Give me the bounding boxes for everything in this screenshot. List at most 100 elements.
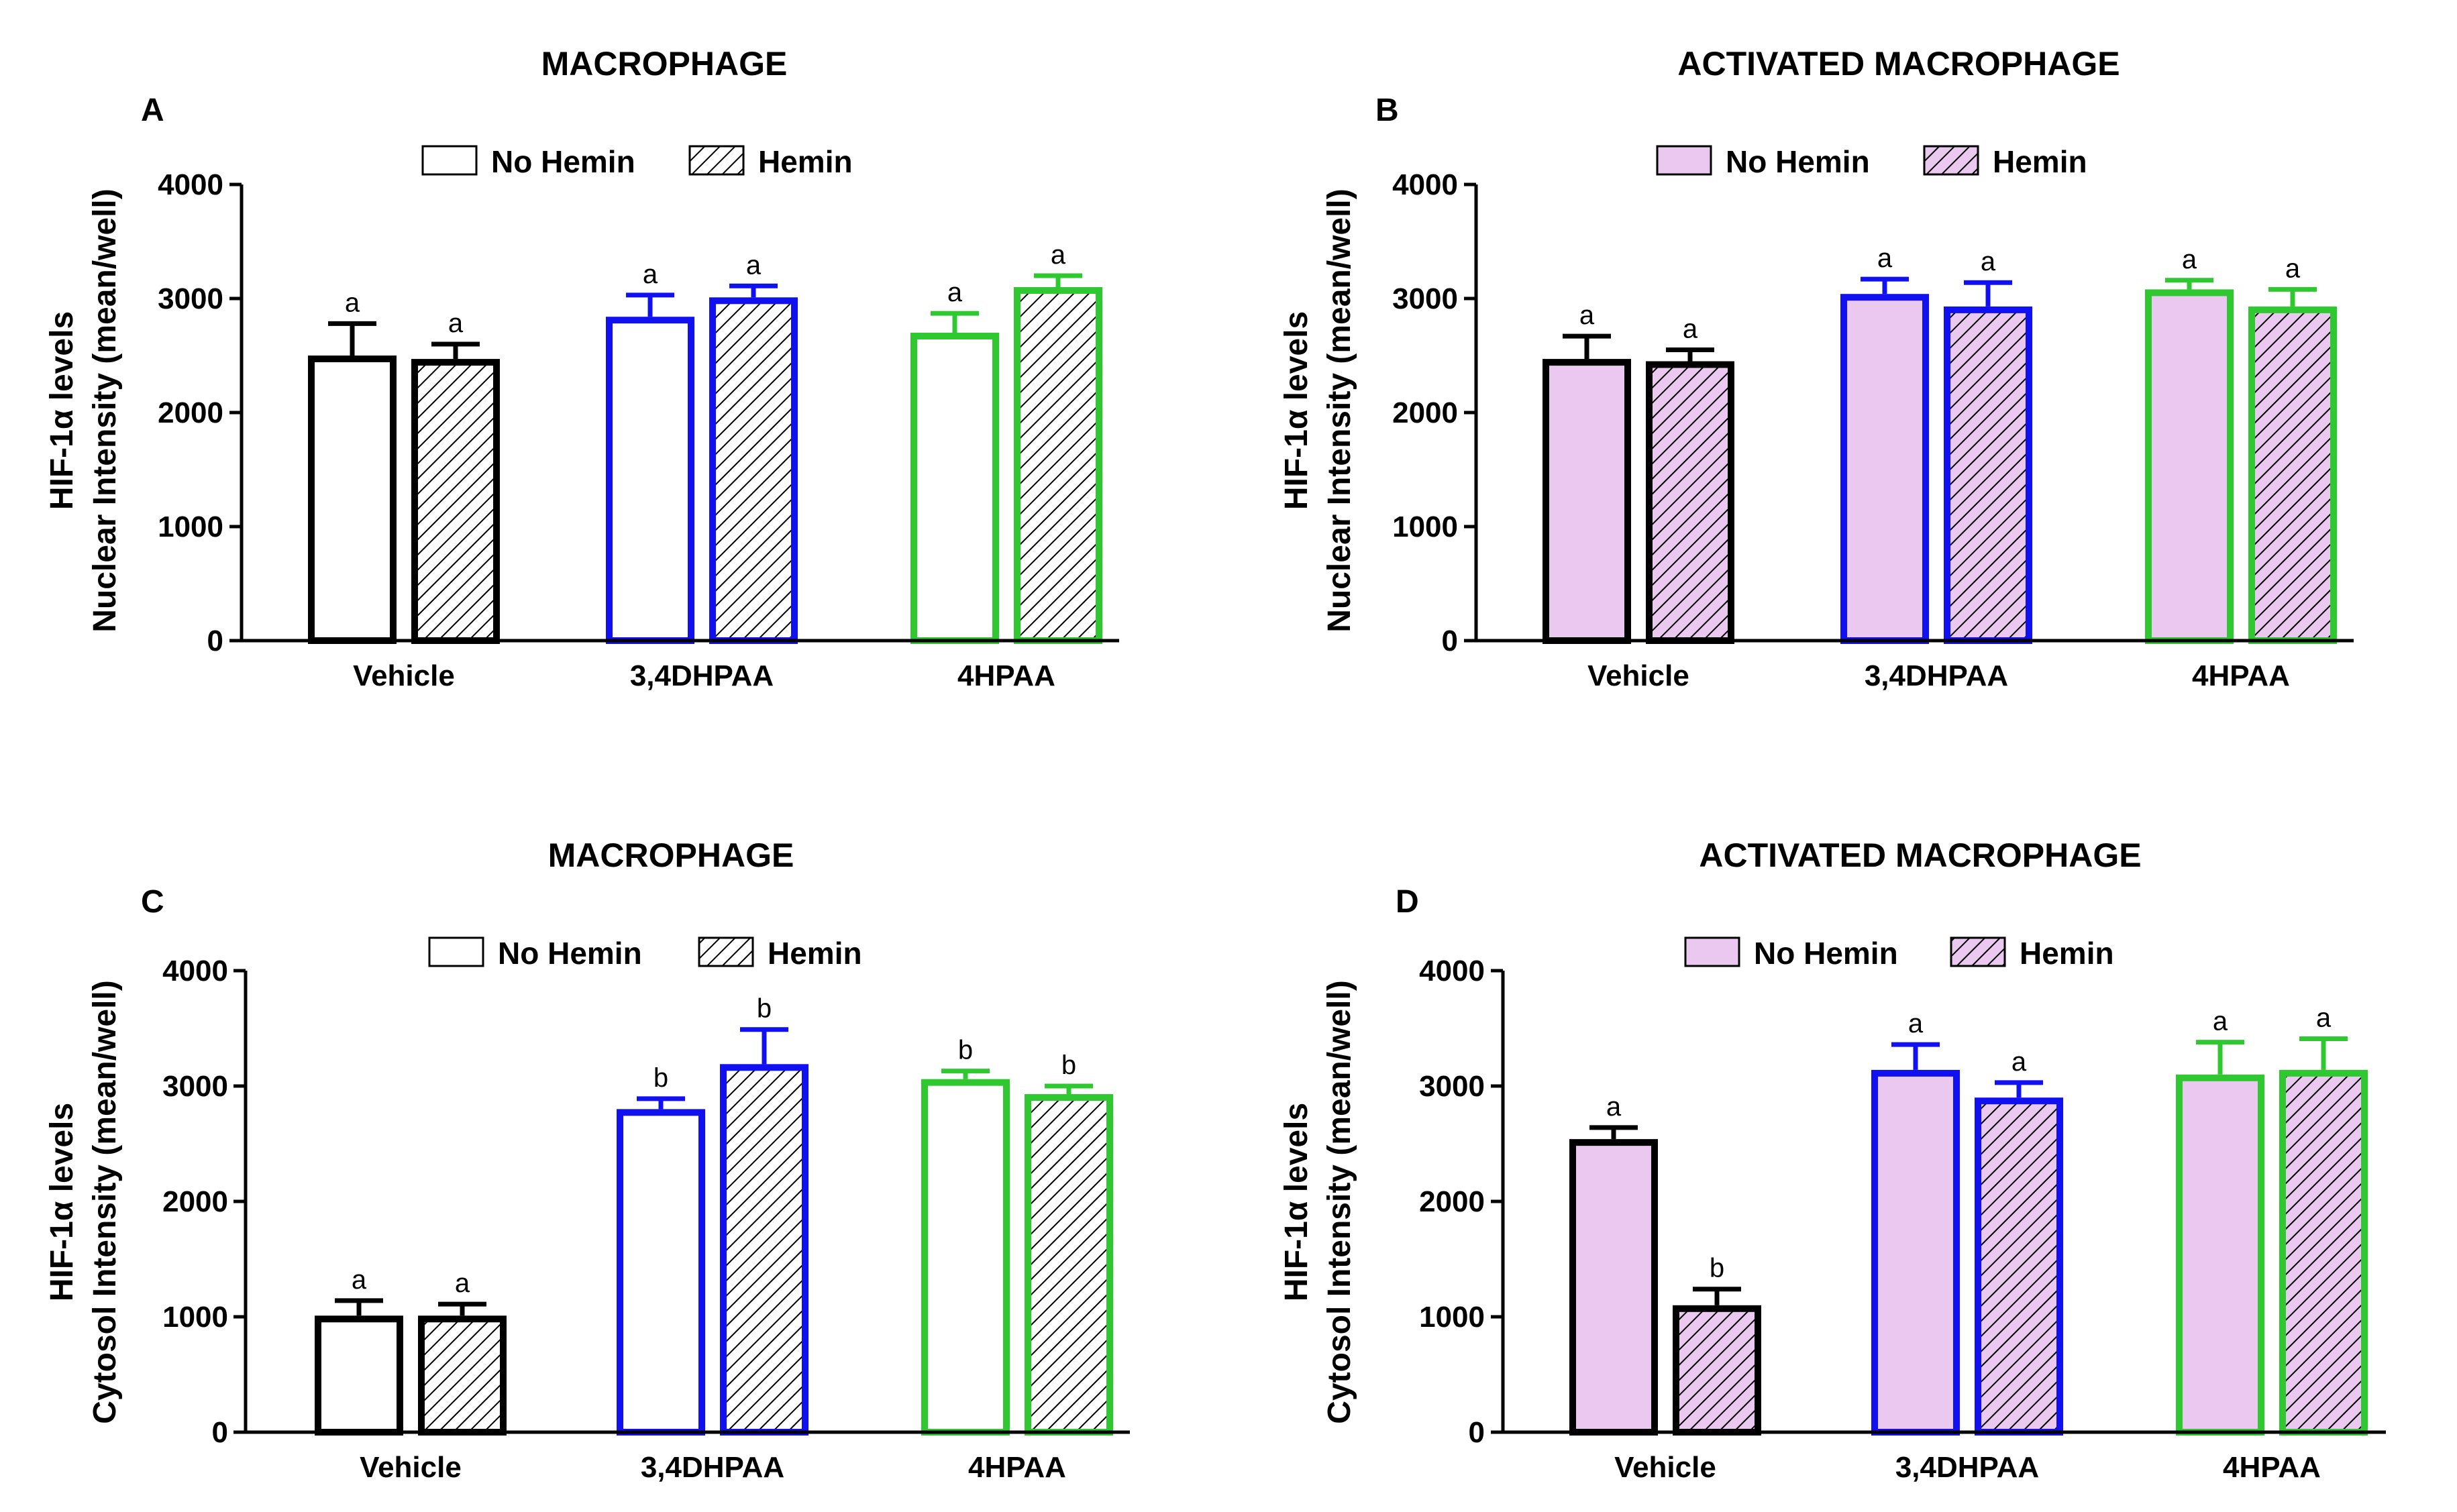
significance-label: a: [2011, 1047, 2027, 1077]
y-axis-ticks: 0 1000 2000 3000 4000: [158, 168, 223, 657]
y-tick-label: 0: [212, 1416, 228, 1449]
y-tick-label: 1000: [1392, 510, 1458, 543]
y-tick-label: 2000: [162, 1185, 228, 1218]
y-axis-ticks: 0 1000 2000 3000 4000: [1392, 168, 1458, 657]
y-axis-label-line1: HIF-1α levels: [44, 1103, 80, 1301]
significance-label: b: [958, 1036, 973, 1065]
x-category-label: 3,4DHPAA: [641, 1451, 784, 1484]
significance-label: a: [947, 278, 963, 307]
significance-label: b: [1061, 1050, 1076, 1080]
x-category-label: 4HPAA: [2192, 659, 2290, 692]
x-axis-categories: Vehicle 3,4DHPAA 4HPAA: [1587, 659, 2290, 692]
bar: [709, 297, 798, 644]
x-category-label: 4HPAA: [957, 659, 1055, 692]
significance-label: a: [2285, 254, 2301, 283]
significance-label: a: [1606, 1092, 1622, 1122]
y-axis-label-line1: HIF-1α levels: [44, 311, 80, 510]
significance-label: a: [746, 250, 762, 280]
legend: No Hemin Hemin: [421, 144, 853, 179]
y-tick-label: 4000: [1419, 955, 1485, 987]
bar: [2145, 289, 2234, 644]
y-tick-label: 4000: [158, 168, 223, 201]
bar: [2248, 306, 2337, 644]
bar: [910, 333, 999, 644]
legend-label-no-hemin: No Hemin: [1754, 936, 1898, 971]
legend-swatch-hemin: [688, 145, 745, 176]
bar: [411, 359, 500, 644]
bar: [921, 1079, 1010, 1436]
bar: [2279, 1069, 2368, 1436]
x-category-label: Vehicle: [360, 1451, 462, 1484]
y-tick-label: 4000: [162, 955, 228, 987]
legend-swatch-no-hemin: [1684, 936, 1740, 967]
x-category-label: 3,4DHPAA: [630, 659, 774, 692]
legend-label-no-hemin: No Hemin: [1726, 144, 1870, 179]
chart-title: MACROPHAGE: [541, 45, 788, 83]
x-axis-categories: Vehicle 3,4DHPAA 4HPAA: [353, 659, 1055, 692]
panel-label: B: [1375, 93, 1399, 128]
y-tick-label: 3000: [158, 282, 223, 315]
bar: [308, 356, 397, 644]
x-axis-categories: Vehicle 3,4DHPAA 4HPAA: [360, 1451, 1066, 1484]
bar: [1646, 361, 1734, 644]
y-axis-ticks: 0 1000 2000 3000 4000: [162, 955, 228, 1449]
legend-swatch-hemin: [1950, 936, 2006, 967]
y-axis-label-line1: HIF-1α levels: [1279, 311, 1314, 510]
legend-label-hemin: Hemin: [1993, 144, 2087, 179]
y-tick-label: 3000: [1392, 282, 1458, 315]
legend-label-hemin: Hemin: [758, 144, 853, 179]
y-axis-label-line1: HIF-1α levels: [1279, 1103, 1314, 1301]
x-category-label: 4HPAA: [968, 1451, 1066, 1484]
significance-label: a: [1981, 247, 1996, 276]
panel-c: MACROPHAGE C HIF-1α levels Cytosol Inten…: [44, 836, 1130, 1484]
bar: [606, 317, 694, 644]
y-tick-label: 4000: [1392, 168, 1458, 201]
significance-label: a: [1877, 244, 1893, 273]
y-tick-label: 2000: [1419, 1185, 1485, 1218]
y-tick-label: 1000: [1419, 1301, 1485, 1334]
legend-swatch-no-hemin: [428, 936, 484, 967]
significance-label: a: [448, 309, 464, 338]
significance-label: a: [1579, 301, 1595, 330]
legend: No Hemin Hemin: [1656, 144, 2087, 179]
y-axis-label-line2: Nuclear Intensity (mean/well): [1322, 188, 1357, 633]
legend-swatch-hemin: [1923, 145, 1979, 176]
chart-title: ACTIVATED MACROPHAGE: [1677, 45, 2120, 83]
panel-label: C: [141, 884, 164, 920]
significance-label: a: [1683, 315, 1698, 344]
bar: [1569, 1139, 1658, 1436]
x-category-label: 3,4DHPAA: [1895, 1451, 2039, 1484]
significance-label: b: [654, 1063, 668, 1093]
bar: [1673, 1305, 1761, 1436]
bar: [1025, 1094, 1113, 1436]
significance-label: a: [1051, 240, 1066, 270]
bar: [720, 1064, 808, 1436]
y-tick-label: 3000: [162, 1070, 228, 1103]
significance-label: a: [352, 1265, 367, 1295]
y-axis-label-line2: Cytosol Intensity (mean/well): [87, 980, 123, 1423]
y-tick-label: 2000: [1392, 396, 1458, 429]
bar: [1840, 294, 1929, 644]
bar: [1944, 306, 2032, 644]
x-axis-categories: Vehicle 3,4DHPAA 4HPAA: [1614, 1451, 2321, 1484]
bar: [1014, 287, 1102, 644]
significance-label: a: [2316, 1003, 2332, 1032]
y-tick-label: 0: [1442, 625, 1458, 657]
significance-label: b: [757, 994, 772, 1024]
legend-label-no-hemin: No Hemin: [491, 144, 635, 179]
legend-swatch-no-hemin: [421, 145, 478, 176]
bar: [2176, 1074, 2264, 1436]
bar: [1871, 1069, 1960, 1436]
significance-label: a: [643, 260, 658, 289]
y-axis-label-line2: Cytosol Intensity (mean/well): [1322, 980, 1357, 1423]
y-tick-label: 1000: [158, 510, 223, 543]
legend-swatch-hemin: [698, 936, 754, 967]
panel-b: ACTIVATED MACROPHAGE B HIF-1α levels Nuc…: [1279, 45, 2354, 692]
significance-label: a: [2182, 245, 2197, 274]
panel-a: MACROPHAGE A HIF-1α levels Nuclear Inten…: [44, 45, 1119, 692]
legend-label-hemin: Hemin: [768, 936, 862, 971]
significance-label: b: [1710, 1254, 1724, 1283]
bar: [418, 1315, 507, 1436]
y-axis-ticks: 0 1000 2000 3000 4000: [1419, 955, 1485, 1449]
